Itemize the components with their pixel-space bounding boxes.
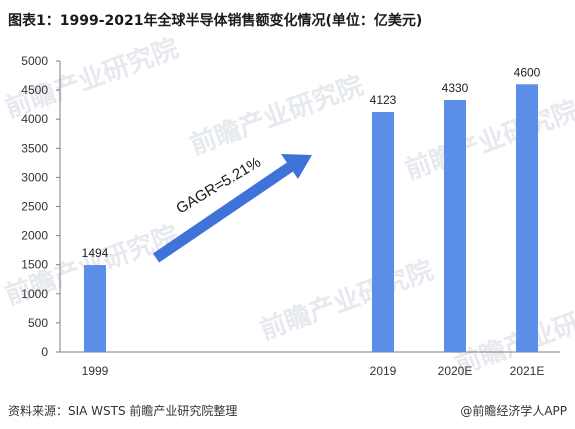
x-tick-label: 1999 [82, 364, 109, 378]
bar [372, 112, 394, 352]
x-tick-label: 2019 [370, 364, 397, 378]
x-tick-label: 2021E [510, 364, 545, 378]
bar [516, 84, 538, 352]
bar [444, 99, 466, 352]
y-tick-label: 0 [41, 345, 48, 359]
source-note: 资料来源：SIA WSTS 前瞻产业研究院整理 [8, 404, 238, 418]
y-tick-label: 3000 [21, 170, 48, 184]
bar-value-label: 4600 [514, 65, 541, 79]
y-tick-label: 500 [28, 316, 48, 330]
y-tick-label: 2500 [21, 200, 48, 214]
growth-arrow-head [281, 154, 312, 179]
growth-annotation: GAGR=5.21% [173, 154, 264, 218]
y-tick-label: 5000 [21, 54, 48, 68]
y-tick-label: 4500 [21, 83, 48, 97]
growth-arrow-shaft [152, 162, 294, 263]
bar-value-label: 4330 [442, 81, 469, 95]
credit-note: @前瞻经济学人APP [460, 404, 567, 418]
y-tick-label: 2000 [21, 229, 48, 243]
bar-value-label: 4123 [370, 93, 397, 107]
bar-value-label: 1494 [82, 246, 109, 260]
x-tick-label: 2020E [438, 364, 473, 378]
y-tick-label: 1500 [21, 258, 48, 272]
y-tick-label: 4000 [21, 112, 48, 126]
y-tick-label: 1000 [21, 287, 48, 301]
y-tick-label: 3500 [21, 141, 48, 155]
chart-title: 图表1：1999-2021年全球半导体销售额变化情况(单位：亿美元) [8, 13, 423, 29]
bar [84, 265, 106, 352]
